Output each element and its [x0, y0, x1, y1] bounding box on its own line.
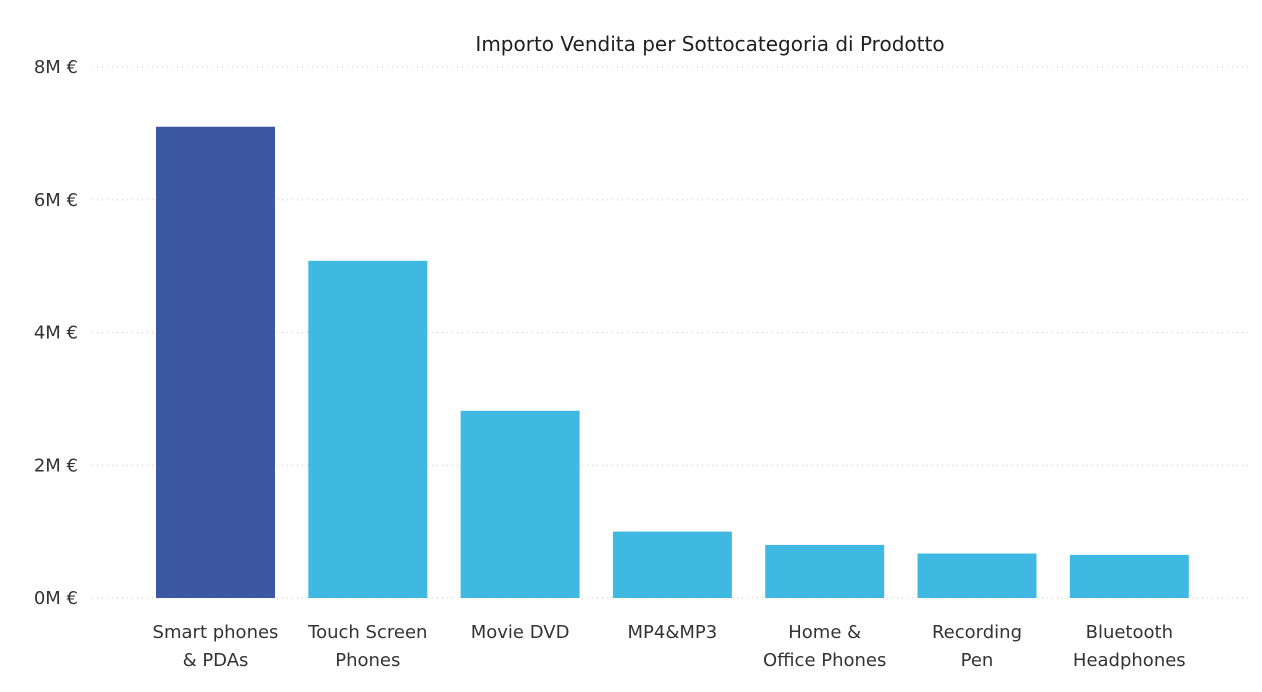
chart-title: Importo Vendita per Sottocategoria di Pr… [475, 32, 944, 56]
x-tick-label-line: & PDAs [183, 650, 249, 671]
bar[interactable] [308, 260, 428, 598]
y-tick-label: 2M € [34, 455, 78, 476]
x-tick-label-line: Recording [932, 622, 1022, 643]
x-tick-label: MP4&MP3 [628, 622, 718, 643]
y-tick-label: 6M € [34, 190, 78, 211]
bar[interactable] [917, 553, 1037, 598]
x-axis-tick-labels: Smart phones & PDAs Touch Screen Phones Movi… [153, 622, 1186, 671]
x-tick-label: Movie DVD [471, 622, 570, 643]
bars [156, 126, 1189, 599]
y-tick-label: 8M € [34, 57, 78, 78]
bar[interactable] [156, 126, 275, 599]
x-tick-label-line: Smart phones [153, 622, 279, 643]
x-tick-label-line: Headphones [1073, 650, 1186, 671]
y-tick-label: 0M € [34, 588, 78, 609]
bar[interactable] [1069, 554, 1189, 598]
x-tick-label: Recording Pen [932, 622, 1022, 671]
x-tick-label: Smart phones & PDAs [153, 622, 279, 671]
x-tick-label: Touch Screen Phones [307, 622, 427, 671]
x-tick-label-line: Movie DVD [471, 622, 570, 643]
bar[interactable] [460, 410, 580, 598]
bar[interactable] [612, 531, 732, 598]
x-tick-label: Home & Office Phones [763, 622, 886, 671]
y-tick-label: 4M € [34, 323, 78, 344]
x-tick-label-line: Touch Screen [307, 622, 427, 643]
bar[interactable] [765, 544, 885, 598]
x-tick-label-line: Bluetooth [1086, 622, 1173, 643]
x-tick-label-line: Pen [961, 650, 994, 671]
x-tick-label-line: Office Phones [763, 650, 886, 671]
y-axis-tick-labels: 0M € 2M € 4M € 6M € 8M € [34, 57, 78, 609]
x-tick-label-line: Phones [335, 650, 400, 671]
x-tick-label: Bluetooth Headphones [1073, 622, 1186, 671]
x-tick-label-line: MP4&MP3 [628, 622, 718, 643]
x-tick-label-line: Home & [788, 622, 861, 643]
